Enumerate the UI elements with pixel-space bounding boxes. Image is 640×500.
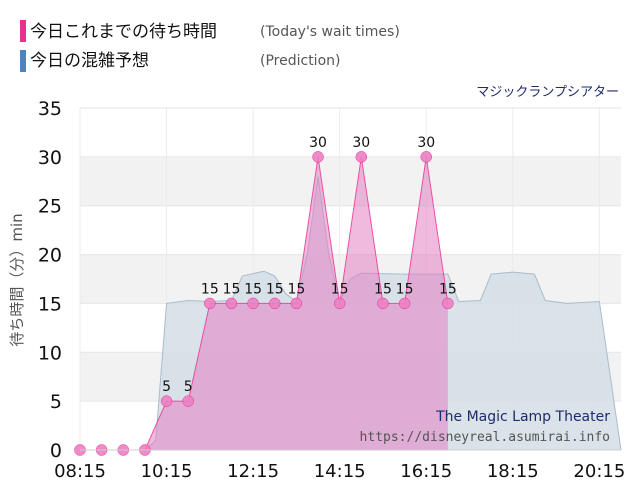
series-layer <box>74 151 622 456</box>
plot-band <box>80 156 621 206</box>
data-label: 15 <box>244 281 262 297</box>
data-label: 15 <box>374 281 392 297</box>
data-point[interactable] <box>377 297 389 310</box>
data-label: 15 <box>266 281 284 297</box>
watermark-url: https://disneyreal.asumirai.info <box>360 430 610 445</box>
legend-subtitle-today: (Today's wait times) <box>260 24 400 40</box>
data-label: 5 <box>162 379 171 395</box>
data-label: 15 <box>287 281 305 297</box>
y-tick-label: 20 <box>38 245 62 267</box>
legend-swatch-today <box>20 20 26 42</box>
chart-title: マジックランプシアター <box>476 85 619 100</box>
y-axis-label: 待ち時間（分）min <box>8 213 26 346</box>
data-label: 15 <box>396 281 414 297</box>
data-point[interactable] <box>182 395 194 407</box>
x-tick-label: 18:15 <box>487 461 539 482</box>
data-point[interactable] <box>355 151 368 163</box>
y-tick-label: 15 <box>38 293 62 315</box>
watermark: The Magic Lamp Theater https://disneyrea… <box>360 409 611 445</box>
x-tick-label: 10:15 <box>141 461 193 482</box>
data-point[interactable] <box>420 151 432 163</box>
data-label: 30 <box>352 135 370 151</box>
y-tick-label: 10 <box>38 342 62 364</box>
watermark-name: The Magic Lamp Theater <box>435 409 610 425</box>
data-label: 15 <box>331 281 349 297</box>
data-label: 15 <box>439 281 457 297</box>
y-tick-label: 25 <box>38 196 62 218</box>
legend-item-prediction[interactable]: 今日の混雑予想 (Prediction) <box>20 50 340 72</box>
legend-subtitle-prediction: (Prediction) <box>260 53 340 69</box>
data-point[interactable] <box>225 297 238 310</box>
data-point[interactable] <box>398 297 411 310</box>
data-point[interactable] <box>247 297 259 310</box>
plot-band <box>80 108 621 157</box>
data-label: 15 <box>223 281 241 297</box>
y-tick-label: 35 <box>38 98 62 120</box>
data-point[interactable] <box>312 151 324 163</box>
data-point[interactable] <box>442 297 454 310</box>
x-axis: 08:15 10:15 12:15 14:15 16:15 18:15 20:15 <box>54 449 625 482</box>
data-label: 5 <box>184 379 193 395</box>
legend-item-today[interactable]: 今日これまでの待ち時間 (Today's wait times) <box>20 20 400 42</box>
x-tick-label: 16:15 <box>400 461 452 482</box>
data-label: 15 <box>201 281 219 297</box>
x-tick-label: 14:15 <box>314 461 366 482</box>
x-tick-label: 12:15 <box>227 461 279 482</box>
data-label: 30 <box>309 135 327 151</box>
data-point[interactable] <box>160 395 173 407</box>
legend: 今日これまでの待ち時間 (Today's wait times) 今日の混雑予想… <box>20 20 400 72</box>
data-point[interactable] <box>269 297 281 310</box>
x-tick-label: 08:15 <box>54 461 106 482</box>
y-tick-label: 5 <box>50 391 62 413</box>
data-label: 30 <box>417 135 435 151</box>
legend-title-today: 今日これまでの待ち時間 <box>30 22 217 42</box>
legend-swatch-prediction <box>20 50 26 72</box>
x-tick-label: 20:15 <box>573 461 625 482</box>
y-axis: 0 5 10 15 20 25 30 35 <box>38 98 62 462</box>
legend-title-prediction: 今日の混雑予想 <box>30 51 149 71</box>
data-point[interactable] <box>333 297 346 310</box>
data-point[interactable] <box>290 297 303 310</box>
y-tick-label: 30 <box>38 147 62 169</box>
y-tick-label: 0 <box>50 440 62 462</box>
data-point[interactable] <box>204 297 216 310</box>
